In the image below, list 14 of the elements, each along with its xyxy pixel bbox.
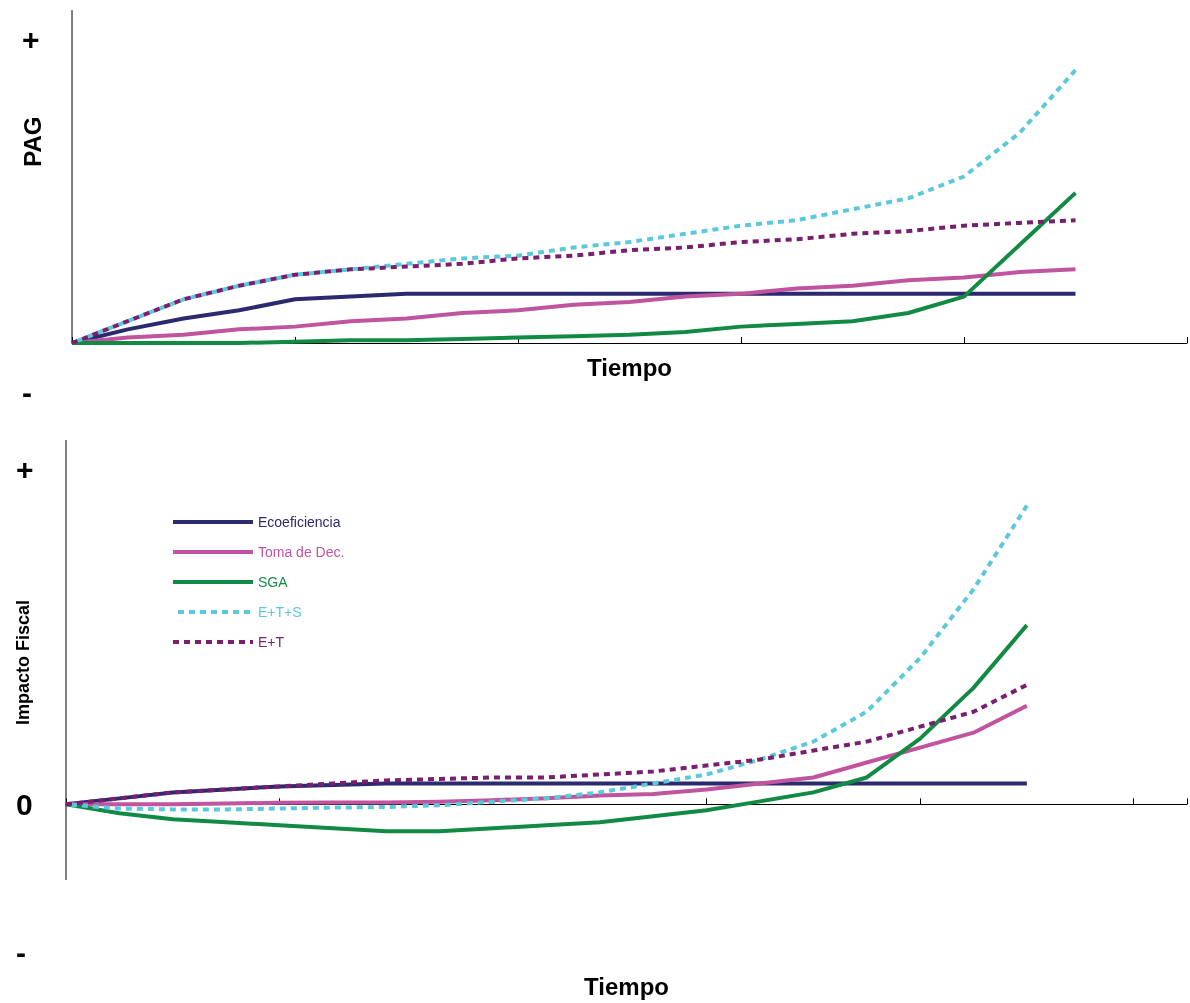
x-axis-title: Tiempo xyxy=(587,354,672,382)
text: Ecoeficiencia xyxy=(258,514,341,530)
text: + xyxy=(16,452,34,486)
y-axis-title: Impacto Fiscal xyxy=(13,600,33,726)
text: - xyxy=(16,935,26,969)
text: - xyxy=(22,375,32,409)
x-axis-title: Tiempo xyxy=(584,972,669,1000)
text: + xyxy=(22,22,40,56)
text: Toma de Dec. xyxy=(258,544,345,560)
text: 0 xyxy=(16,787,33,821)
text: E+T+S xyxy=(258,604,302,620)
text: E+T xyxy=(258,634,285,650)
y-axis-title: PAG xyxy=(18,116,46,167)
text: SGA xyxy=(258,574,289,590)
